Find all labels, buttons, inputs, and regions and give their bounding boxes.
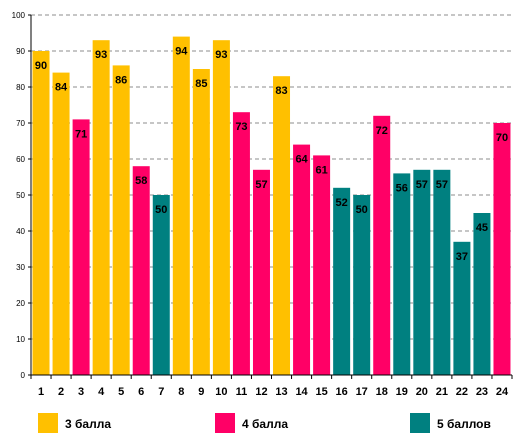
x-tick-label: 19 <box>396 386 408 398</box>
x-tick-label: 11 <box>236 386 248 398</box>
y-tick-label: 70 <box>16 119 25 128</box>
y-tick-label: 90 <box>16 47 25 56</box>
y-tick-label: 0 <box>21 371 26 380</box>
y-tick-label: 20 <box>16 299 25 308</box>
x-axis: 1 2 3 4 5 6 7 8 9 10 11 12 13 14 15 16 17 18 19 20 21 22 23 24 <box>30 374 513 398</box>
x-tick-label: 14 <box>295 386 308 398</box>
data-label: 52 <box>336 197 348 209</box>
y-tick-label: 10 <box>16 335 25 344</box>
y-tick-label: 60 <box>16 155 25 164</box>
legend-item: 3 балла <box>38 413 111 433</box>
x-tick-label: 7 <box>158 386 164 398</box>
y-tick-label: 80 <box>16 83 25 92</box>
x-tick-label: 9 <box>198 386 204 398</box>
y-tick-label: 50 <box>16 191 25 200</box>
x-tick-label: 2 <box>58 386 64 398</box>
x-tick-label: 13 <box>275 386 287 398</box>
legend-swatch <box>410 413 430 433</box>
data-label: 73 <box>235 121 247 133</box>
x-tick-label: 15 <box>315 386 327 398</box>
bar <box>252 169 270 375</box>
bar <box>152 195 170 375</box>
x-tick-label: 18 <box>376 386 388 398</box>
bar <box>433 169 451 375</box>
data-label: 50 <box>356 204 368 216</box>
bar <box>112 65 130 376</box>
legend: 3 балла 4 балла 5 баллов <box>38 413 491 433</box>
legend-label: 3 балла <box>65 417 111 431</box>
legend-swatch <box>38 413 58 433</box>
data-label: 58 <box>135 175 147 187</box>
bar <box>493 123 511 375</box>
bar <box>273 76 291 375</box>
data-label: 84 <box>55 82 68 94</box>
data-label: 72 <box>376 125 388 137</box>
data-label: 57 <box>255 179 267 191</box>
gridlines <box>31 14 512 340</box>
legend-item: 4 балла <box>215 413 288 433</box>
x-tick-label: 4 <box>98 386 105 398</box>
x-tick-label: 8 <box>178 386 184 398</box>
bar <box>92 40 110 375</box>
data-label: 45 <box>476 222 488 234</box>
bar <box>413 169 431 375</box>
bar <box>32 51 50 375</box>
data-label: 93 <box>215 49 227 61</box>
x-tick-label: 5 <box>118 386 124 398</box>
bar <box>192 69 210 375</box>
legend-swatch <box>215 413 235 433</box>
data-label: 93 <box>95 49 107 61</box>
bar <box>212 40 230 375</box>
y-tick-label: 40 <box>16 227 25 236</box>
bar <box>333 187 351 375</box>
bar <box>132 166 150 375</box>
x-tick-label: 23 <box>476 386 488 398</box>
bar <box>313 155 331 375</box>
bar <box>232 112 250 375</box>
x-tick-label: 21 <box>436 386 448 398</box>
bar <box>373 115 391 376</box>
x-tick-label: 12 <box>255 386 267 398</box>
y-tick-label: 30 <box>16 263 25 272</box>
x-tick-label: 1 <box>38 386 44 398</box>
x-tick-label: 10 <box>215 386 227 398</box>
bar <box>453 241 471 375</box>
data-label: 71 <box>75 128 87 140</box>
x-tick-label: 20 <box>416 386 428 398</box>
data-label: 56 <box>396 182 408 194</box>
y-tick-label: 100 <box>12 11 26 20</box>
x-tick-label: 6 <box>138 386 144 398</box>
legend-item: 5 баллов <box>410 413 491 433</box>
data-label: 57 <box>416 179 428 191</box>
data-label: 70 <box>496 132 508 144</box>
bars: 90 84 71 93 86 58 50 94 85 93 73 57 83 64 61 52 50 72 56 57… <box>32 36 511 376</box>
x-tick-label: 22 <box>456 386 468 398</box>
legend-label: 5 баллов <box>437 417 491 431</box>
data-label: 90 <box>35 60 47 72</box>
legend-label: 4 балла <box>242 417 288 431</box>
bar <box>52 72 70 375</box>
data-label: 50 <box>155 204 167 216</box>
data-label: 64 <box>295 154 308 166</box>
x-tick-label: 17 <box>356 386 368 398</box>
bar <box>473 213 491 375</box>
bar <box>393 173 411 375</box>
y-axis: 0 10 20 30 40 50 60 70 80 90 100 <box>12 11 32 380</box>
x-tick-label: 16 <box>336 386 348 398</box>
bar <box>353 195 371 375</box>
data-label: 61 <box>315 164 327 176</box>
data-label: 37 <box>456 251 468 263</box>
bar <box>172 36 190 375</box>
data-label: 83 <box>275 85 287 97</box>
x-tick-label: 24 <box>496 386 509 398</box>
data-label: 57 <box>436 179 448 191</box>
data-label: 94 <box>175 46 188 58</box>
data-label: 86 <box>115 74 127 86</box>
x-tick-label: 3 <box>78 386 84 398</box>
bar <box>72 119 90 376</box>
data-label: 85 <box>195 78 207 90</box>
bar <box>293 144 311 375</box>
